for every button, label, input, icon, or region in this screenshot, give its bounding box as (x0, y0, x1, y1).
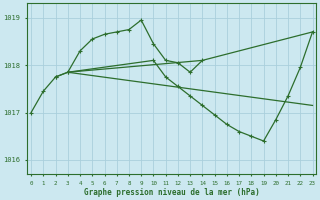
X-axis label: Graphe pression niveau de la mer (hPa): Graphe pression niveau de la mer (hPa) (84, 188, 260, 197)
